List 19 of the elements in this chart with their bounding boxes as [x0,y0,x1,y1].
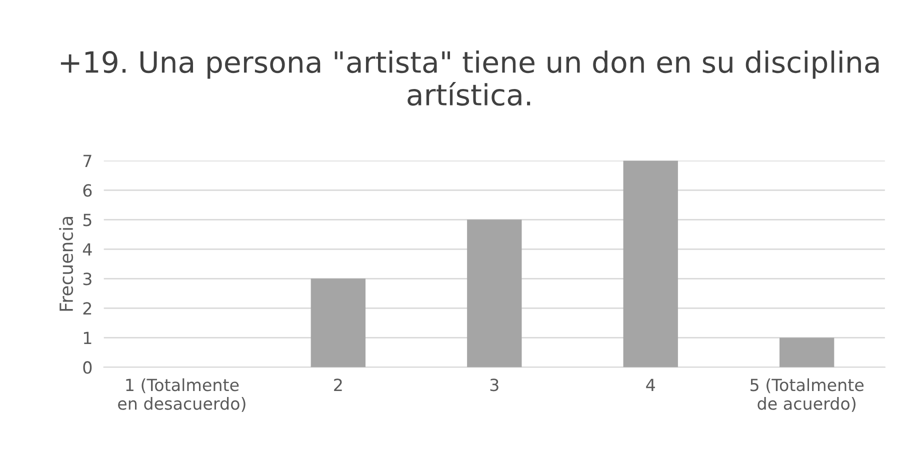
bar [779,338,834,368]
y-tick-label: 4 [82,243,92,256]
bar [310,278,366,368]
y-tick-label: 7 [83,154,92,167]
x-tick-label: 5 (Totalmente de acuerdo) [750,378,864,412]
y-tick-label: 6 [83,184,92,197]
chart-title: +19. Una persona "artista" tiene un don en su disciplina artística. [60,50,879,106]
y-tick-label: 1 [84,332,92,344]
bar [623,160,678,368]
bar [467,220,522,368]
y-axis-title: Frecuencia [59,217,74,311]
y-tick-label: 5 [83,214,92,226]
x-tick-label: 3 [490,378,498,392]
x-tick-label: 4 [646,378,655,391]
x-tick-label: 2 [334,378,342,391]
y-tick-label: 0 [83,361,92,374]
y-tick-label: 2 [83,302,92,315]
x-tick-label: 1 (Totalmente en desacuerdo) [118,378,246,412]
y-tick-label: 3 [83,272,92,286]
